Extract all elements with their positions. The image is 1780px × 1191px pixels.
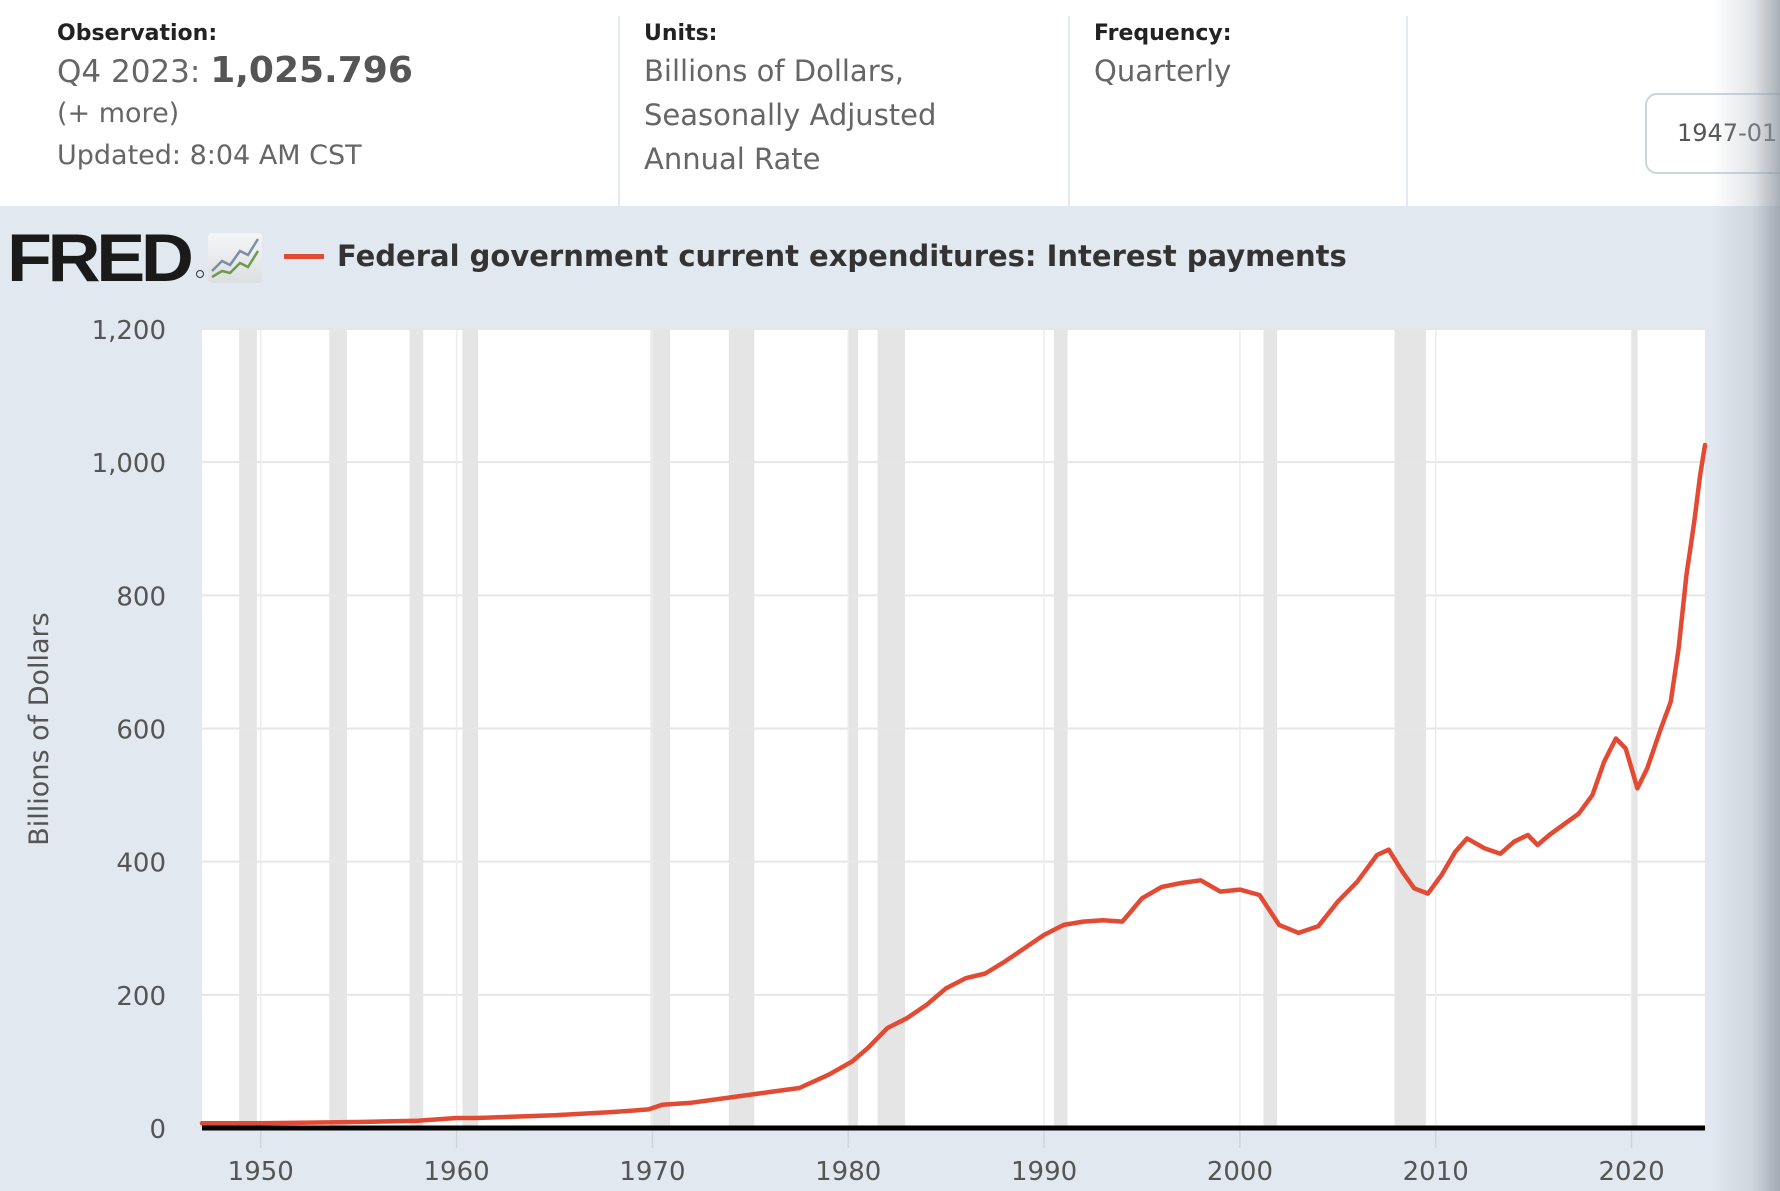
x-tick-label: 2020	[1598, 1157, 1664, 1187]
frequency-value: Quarterly	[1094, 54, 1232, 88]
frequency-label: Frequency:	[1094, 21, 1232, 46]
x-tick-label: 2010	[1403, 1157, 1469, 1187]
x-tick-label: 1980	[815, 1157, 881, 1187]
observation-period: Q4 2023:	[57, 54, 201, 90]
legend-series-title: Federal government current expenditures:…	[337, 239, 1347, 273]
units-line: Seasonally Adjusted	[644, 98, 937, 132]
observation-row: Q4 2023: 1,025.796	[57, 49, 618, 94]
x-axis-ticks: 1950 1960 1970 1980 1990 2000 2010 2020	[228, 1131, 1665, 1187]
x-tick-label: 1970	[619, 1157, 685, 1187]
legend-swatch	[284, 254, 324, 259]
y-tick-label: 800	[116, 582, 166, 612]
registered-mark-icon	[196, 270, 204, 278]
series-meta-bar: Observation: Q4 2023: 1,025.796 (+ more)…	[0, 0, 1780, 206]
x-tick-label: 1960	[423, 1157, 489, 1187]
more-observations-link[interactable]: (+ more)	[57, 98, 180, 129]
fred-logo[interactable]: FRED	[7, 220, 194, 296]
y-tick-label: 1,000	[92, 449, 166, 479]
y-tick-label: 200	[116, 982, 166, 1012]
observation-value: 1,025.796	[210, 50, 413, 91]
series-line	[199, 442, 1708, 1126]
y-axis-ticks: 0 200 400 600 800 1,000 1,200	[92, 316, 166, 1145]
y-tick-label: 0	[149, 1115, 166, 1145]
observation-label: Observation:	[57, 21, 218, 46]
observation-panel: Observation: Q4 2023: 1,025.796 (+ more)…	[0, 16, 620, 206]
frequency-panel: Frequency: Quarterly	[1070, 16, 1408, 206]
units-panel: Units: Billions of Dollars, Seasonally A…	[620, 16, 1070, 206]
fred-chart-icon	[208, 233, 262, 283]
updated-time: Updated: 8:04 AM CST	[57, 140, 362, 171]
gridlines	[202, 328, 1705, 1128]
x-tick-label: 1950	[228, 1157, 294, 1187]
units-label: Units:	[644, 21, 718, 46]
line-chart: 0 200 400 600 800 1,000 1,200 1950 1960 1970 1980…	[24, 316, 1708, 1187]
x-tick-label: 1990	[1011, 1157, 1077, 1187]
x-tick-label: 2000	[1207, 1157, 1273, 1187]
y-tick-label: 400	[116, 849, 166, 879]
y-tick-label: 600	[116, 716, 166, 746]
y-tick-label: 1,200	[92, 316, 166, 346]
units-line: Billions of Dollars,	[644, 54, 904, 88]
units-line: Annual Rate	[644, 142, 821, 176]
y-axis-label: Billions of Dollars	[24, 612, 55, 845]
date-range-start-input[interactable]: 1947-01	[1645, 93, 1780, 174]
